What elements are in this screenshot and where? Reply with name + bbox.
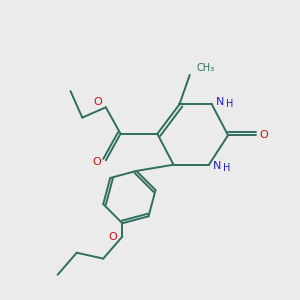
Text: H: H bbox=[226, 99, 233, 109]
Text: O: O bbox=[93, 97, 102, 107]
Text: O: O bbox=[260, 130, 268, 140]
Text: CH₃: CH₃ bbox=[196, 63, 214, 74]
Text: O: O bbox=[92, 157, 101, 167]
Text: N: N bbox=[213, 161, 221, 171]
Text: H: H bbox=[223, 163, 230, 173]
Text: O: O bbox=[109, 232, 117, 242]
Text: N: N bbox=[216, 97, 224, 107]
